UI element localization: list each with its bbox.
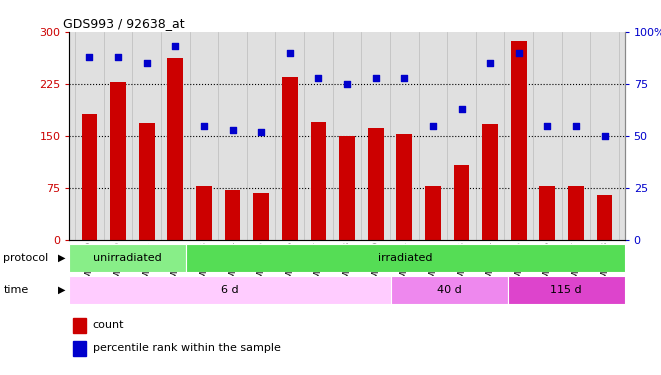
Point [227, 127, 238, 133]
Text: unirradiated: unirradiated [93, 253, 162, 263]
Bar [425, 186, 441, 240]
Text: protocol: protocol [3, 253, 48, 263]
Point [113, 54, 124, 60]
Text: 115 d: 115 d [551, 285, 582, 295]
Point [456, 106, 467, 112]
Text: irradiated: irradiated [378, 253, 433, 263]
Point [342, 81, 352, 87]
Point [485, 60, 495, 66]
Point [141, 60, 152, 66]
Text: 6 d: 6 d [221, 285, 239, 295]
Text: time: time [3, 285, 28, 295]
Point [256, 129, 266, 135]
Point [514, 50, 524, 56]
Point [570, 123, 581, 129]
Bar [568, 186, 584, 240]
Bar [597, 195, 613, 240]
Bar [73, 340, 86, 356]
Bar [225, 190, 241, 240]
Point [600, 133, 610, 139]
Bar [339, 136, 355, 240]
Bar [539, 186, 555, 240]
Bar [508, 276, 625, 304]
Bar [253, 193, 269, 240]
Point [284, 50, 295, 56]
Point [84, 54, 95, 60]
Bar [73, 318, 86, 333]
Bar [69, 244, 186, 272]
Text: 40 d: 40 d [437, 285, 461, 295]
Bar [368, 128, 383, 240]
Bar [196, 186, 212, 240]
Point [370, 75, 381, 81]
Bar [483, 124, 498, 240]
Point [542, 123, 553, 129]
Bar [110, 82, 126, 240]
Bar [397, 134, 412, 240]
Text: ▶: ▶ [58, 285, 65, 295]
Bar [311, 122, 327, 240]
Bar [186, 244, 625, 272]
Text: percentile rank within the sample: percentile rank within the sample [93, 343, 281, 353]
Bar [167, 58, 183, 240]
Bar [391, 276, 508, 304]
Point [199, 123, 210, 129]
Point [313, 75, 324, 81]
Point [170, 44, 180, 50]
Point [399, 75, 410, 81]
Bar [139, 123, 155, 240]
Bar [69, 276, 391, 304]
Bar [282, 77, 297, 240]
Text: count: count [93, 320, 124, 330]
Point [428, 123, 438, 129]
Text: ▶: ▶ [58, 253, 65, 263]
Text: GDS993 / 92638_at: GDS993 / 92638_at [63, 17, 184, 30]
Bar [511, 41, 527, 240]
Bar [453, 165, 469, 240]
Bar [81, 114, 97, 240]
